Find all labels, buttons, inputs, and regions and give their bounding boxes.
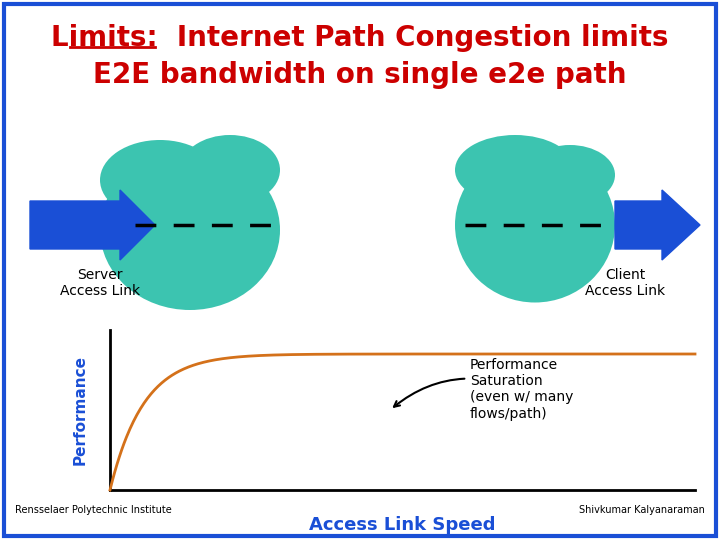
Text: Client
Access Link: Client Access Link xyxy=(585,268,665,298)
Text: Rensselaer Polytechnic Institute: Rensselaer Polytechnic Institute xyxy=(15,505,172,515)
Ellipse shape xyxy=(455,135,575,205)
Ellipse shape xyxy=(100,140,220,220)
FancyArrow shape xyxy=(615,190,700,260)
Ellipse shape xyxy=(455,147,615,302)
Ellipse shape xyxy=(525,145,615,205)
FancyArrow shape xyxy=(30,190,155,260)
Text: E2E bandwidth on single e2e path: E2E bandwidth on single e2e path xyxy=(94,61,626,89)
Ellipse shape xyxy=(100,150,280,310)
Text: Limits:  Internet Path Congestion limits: Limits: Internet Path Congestion limits xyxy=(51,24,669,52)
Text: Access Link Speed: Access Link Speed xyxy=(310,516,496,534)
Ellipse shape xyxy=(180,135,280,205)
Text: Performance
Saturation
(even w/ many
flows/path): Performance Saturation (even w/ many flo… xyxy=(394,358,573,421)
Text: Shivkumar Kalyanaraman: Shivkumar Kalyanaraman xyxy=(579,505,705,515)
Text: Performance: Performance xyxy=(73,355,88,465)
Text: Server
Access Link: Server Access Link xyxy=(60,268,140,298)
